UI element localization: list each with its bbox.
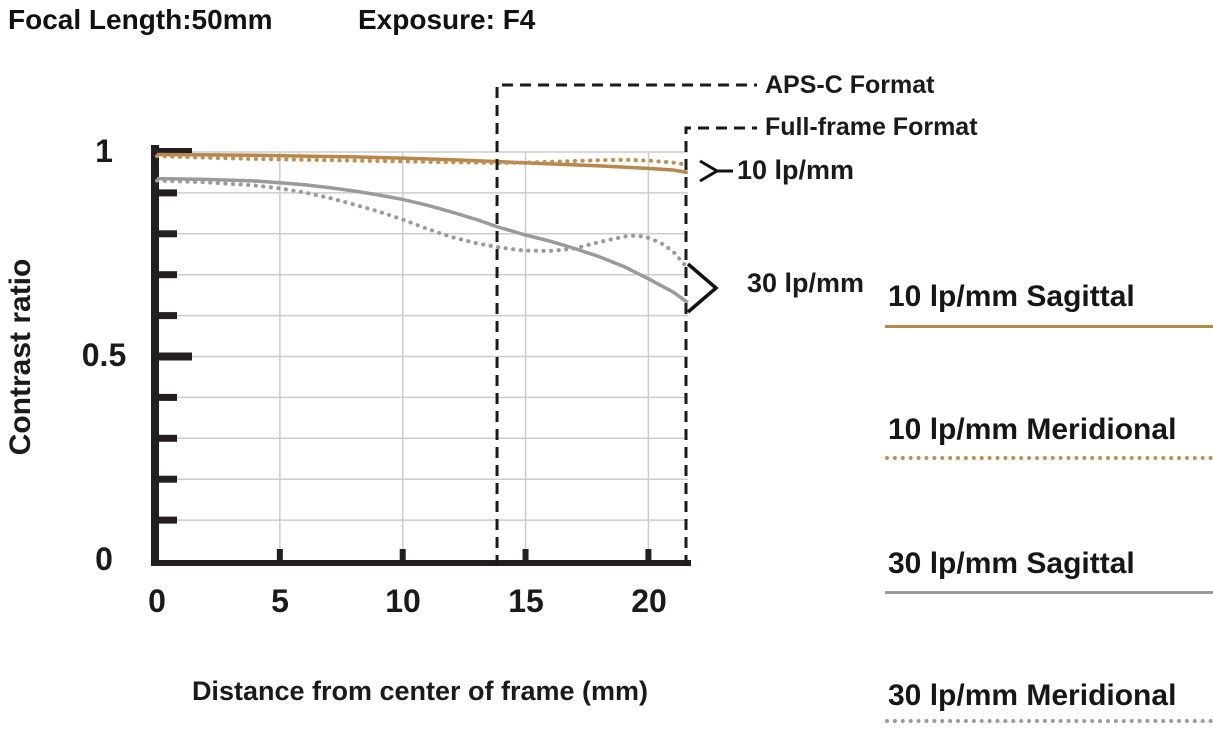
legend-line-10-sagittal (885, 325, 1213, 328)
legend-label-30-sagittal: 30 lp/mm Sagittal (888, 547, 1135, 580)
brace-30lpmm-icon (686, 262, 719, 314)
y-axis-spine (151, 145, 159, 566)
x-tick-5: 5 (271, 583, 289, 619)
x-tick-mark (522, 549, 529, 561)
legend-line-30-meridional (885, 719, 1213, 723)
legend-line-10-meridional (885, 456, 1213, 460)
y-minor-tick (159, 393, 177, 401)
x-axis-title: Distance from center of frame (mm) (191, 676, 649, 706)
y-tick-0: 0 (95, 541, 113, 577)
aps-c-boundary-line (495, 83, 757, 566)
x-tick-mark (276, 549, 283, 561)
x-tick-mark (399, 549, 406, 561)
y-minor-tick (159, 434, 177, 442)
series-30-lp-mm-sagittal (156, 176, 689, 304)
focal-length-label: Focal Length:50mm (8, 4, 273, 35)
x-tick-20: 20 (631, 583, 667, 619)
legend-label-10-sagittal: 10 lp/mm Sagittal (888, 280, 1135, 313)
series-30-lp-mm-meridional (155, 178, 690, 271)
x-tick-0: 0 (148, 583, 166, 619)
legend-label-10-meridional: 10 lp/mm Meridional (888, 413, 1177, 446)
full-frame-format-label: Full-frame Format (765, 113, 978, 141)
y-major-tick (159, 352, 192, 361)
y-major-tick (159, 148, 192, 156)
legend-label-30-meridional: 30 lp/mm Meridional (888, 679, 1177, 712)
y-minor-tick (159, 271, 177, 279)
x-tick-15: 15 (508, 583, 544, 619)
y-minor-tick (159, 516, 177, 524)
group-30lpmm-label: 30 lp/mm (747, 268, 865, 298)
series-10-lp-mm-meridional (155, 154, 690, 167)
arrow-10lpmm-icon (699, 159, 733, 183)
y-minor-tick (159, 312, 177, 320)
y-minor-tick (159, 475, 177, 483)
y-minor-tick (159, 230, 177, 238)
y-axis-title: Contrast ratio (4, 258, 37, 456)
x-axis-spine (151, 560, 691, 566)
full-frame-boundary-line (684, 126, 757, 566)
series-10-lp-mm-sagittal (156, 152, 688, 175)
aps-c-format-label: APS-C Format (765, 71, 935, 99)
x-tick-10: 10 (385, 583, 421, 619)
x-tick-mark (645, 549, 652, 561)
legend-line-30-sagittal (885, 591, 1213, 594)
y-minor-tick (159, 189, 177, 197)
group-10lpmm-label: 10 lp/mm (737, 155, 855, 185)
y-tick-1: 1 (95, 133, 113, 169)
exposure-label: Exposure: F4 (358, 4, 536, 35)
y-tick-0-5: 0.5 (81, 337, 127, 373)
